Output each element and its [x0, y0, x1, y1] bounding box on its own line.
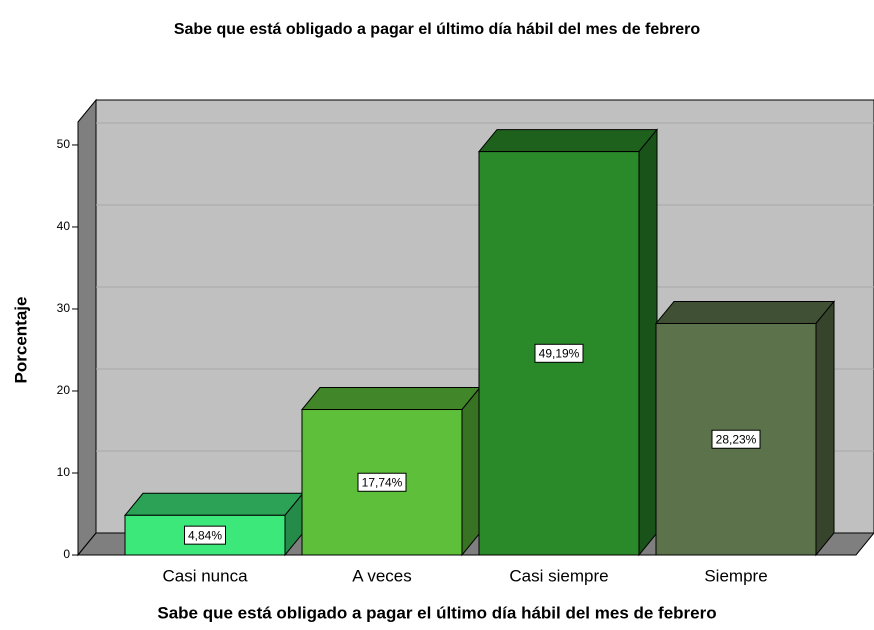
bar-top [654, 300, 836, 324]
bar-top [300, 387, 482, 411]
x-tick-label: Casi siempre [509, 566, 608, 585]
value-label: 49,19% [539, 346, 580, 360]
bar-top [123, 492, 305, 516]
y-tick-label: 30 [57, 301, 71, 315]
y-axis-title: Porcentaje [11, 297, 30, 384]
value-label: 4,84% [188, 528, 222, 542]
bar-side [638, 128, 658, 557]
bar-side [461, 386, 481, 557]
y-tick-label: 10 [57, 465, 71, 479]
x-tick-label: Casi nunca [162, 566, 248, 585]
x-tick-label: A veces [352, 566, 412, 585]
bar-top [477, 129, 659, 153]
y-tick-label: 20 [57, 383, 71, 397]
value-label-box [534, 343, 584, 363]
y-tick-label: 40 [57, 219, 71, 233]
value-label-box [357, 472, 407, 492]
chart-title: Sabe que está obligado a pagar el último… [174, 21, 701, 38]
value-label-box [184, 525, 226, 545]
value-label: 17,74% [362, 475, 403, 489]
y-tick-label: 0 [63, 547, 70, 561]
y-tick-label: 50 [57, 137, 71, 151]
side-wall [77, 98, 97, 557]
value-label-box [711, 429, 761, 449]
x-tick-label: Siempre [704, 566, 767, 585]
bar-side [815, 300, 835, 557]
x-axis-title: Sabe que está obligado a pagar el último… [157, 603, 716, 622]
value-label: 28,23% [716, 432, 757, 446]
